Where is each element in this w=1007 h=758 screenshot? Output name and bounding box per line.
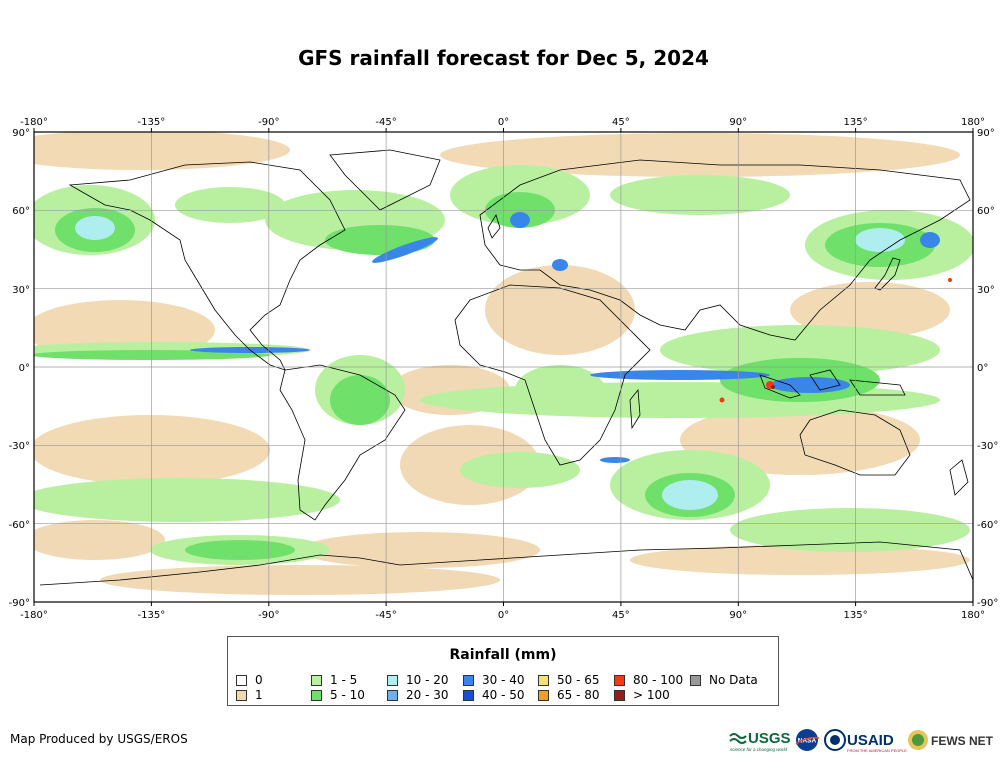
- legend-label: > 100: [633, 688, 670, 702]
- lat-label-right: 60°: [977, 206, 995, 217]
- legend-label: 50 - 65: [557, 673, 600, 687]
- legend-item: 10 - 20: [387, 673, 449, 687]
- legend-item: 1 - 5: [311, 673, 357, 687]
- legend-label: 20 - 30: [406, 688, 449, 702]
- legend-swatch: [463, 689, 474, 701]
- legend-swatch: [463, 674, 474, 686]
- lat-label-left: -90°: [9, 598, 30, 609]
- legend-label: 10 - 20: [406, 673, 449, 687]
- legend-item: 1: [236, 688, 263, 702]
- lat-label-left: 90°: [12, 128, 30, 139]
- lon-label-top: 135°: [844, 117, 868, 128]
- lat-label-right: 30°: [977, 285, 995, 296]
- lat-label-right: 0°: [977, 363, 988, 374]
- legend-item: 80 - 100: [614, 673, 683, 687]
- lon-label-bottom: -180°: [20, 610, 48, 621]
- lat-label-right: 90°: [977, 128, 995, 139]
- legend-swatch: [311, 689, 322, 701]
- lon-label-bottom: 180°: [961, 610, 985, 621]
- lat-label-right: -30°: [977, 441, 998, 452]
- legend-item: 30 - 40: [463, 673, 525, 687]
- rainfall-field: [34, 132, 973, 602]
- svg-text:FEWS NET: FEWS NET: [931, 734, 994, 748]
- legend: Rainfall (mm) 0 1 1 - 5 5 - 10 10 - 20 2…: [227, 636, 779, 706]
- lon-label-top: 90°: [729, 117, 747, 128]
- legend-swatch: [387, 674, 398, 686]
- lon-label-bottom: 135°: [844, 610, 868, 621]
- legend-swatch: [311, 674, 322, 686]
- legend-swatch: [538, 689, 549, 701]
- legend-item: 50 - 65: [538, 673, 600, 687]
- legend-swatch: [614, 689, 625, 701]
- legend-label: 80 - 100: [633, 673, 684, 687]
- lon-label-top: 45°: [612, 117, 630, 128]
- usaid-logo: USAID FROM THE AMERICAN PEOPLE: [824, 729, 907, 753]
- legend-swatch: [614, 674, 625, 686]
- legend-swatch: [236, 689, 247, 701]
- lon-label-top: 0°: [498, 117, 509, 128]
- fews-net-logo: FEWS NET: [908, 730, 994, 750]
- legend-item: 20 - 30: [387, 688, 449, 702]
- legend-item: No Data: [690, 673, 758, 687]
- svg-text:NASA: NASA: [798, 738, 817, 745]
- lon-label-top: -90°: [258, 117, 279, 128]
- legend-item: > 100: [614, 688, 670, 702]
- lat-label-right: -90°: [977, 598, 998, 609]
- svg-text:science for a changing world: science for a changing world: [730, 747, 788, 752]
- lat-label-left: 60°: [12, 206, 30, 217]
- legend-swatch: [236, 674, 247, 686]
- lat-label-right: -60°: [977, 520, 998, 531]
- lat-label-left: -60°: [9, 520, 30, 531]
- nasa-logo: NASA: [795, 729, 820, 751]
- legend-label: 1: [255, 688, 263, 702]
- lat-label-left: 0°: [19, 363, 30, 374]
- legend-item: 40 - 50: [463, 688, 525, 702]
- map-title: GFS rainfall forecast for Dec 5, 2024: [298, 46, 709, 70]
- graticule: [34, 132, 973, 602]
- legend-item: 0: [236, 673, 263, 687]
- map-credit: Map Produced by USGS/EROS: [10, 732, 188, 746]
- legend-label: 30 - 40: [482, 673, 525, 687]
- lon-label-bottom: 90°: [729, 610, 747, 621]
- legend-label: 1 - 5: [330, 673, 358, 687]
- svg-text:USGS: USGS: [748, 730, 791, 747]
- lon-label-bottom: -45°: [375, 610, 396, 621]
- legend-label: 65 - 80: [557, 688, 600, 702]
- legend-swatch: [538, 674, 549, 686]
- lon-label-top: -45°: [375, 117, 396, 128]
- lon-label-bottom: -90°: [258, 610, 279, 621]
- lon-label-bottom: 45°: [612, 610, 630, 621]
- svg-text:FROM THE AMERICAN PEOPLE: FROM THE AMERICAN PEOPLE: [847, 748, 907, 753]
- forecast-map: -180° -135° -90° -45° 0° 45° 90° 135° 18…: [9, 117, 999, 621]
- svg-text:USAID: USAID: [847, 732, 894, 749]
- lon-label-bottom: -135°: [138, 610, 166, 621]
- legend-label: No Data: [709, 673, 758, 687]
- usgs-logo: USGS science for a changing world: [729, 730, 791, 752]
- map-area: -180° -135° -90° -45° 0° 45° 90° 135° 18…: [0, 110, 1007, 630]
- legend-item: 65 - 80: [538, 688, 600, 702]
- legend-swatch: [387, 689, 398, 701]
- lat-label-left: -30°: [9, 441, 30, 452]
- legend-item: 5 - 10: [311, 688, 365, 702]
- lon-label-top: -180°: [20, 117, 48, 128]
- partner-logos: USGS science for a changing world NASA U…: [728, 726, 1000, 754]
- lon-label-top: 180°: [961, 117, 985, 128]
- legend-title: Rainfall (mm): [449, 647, 557, 663]
- lat-label-left: 30°: [12, 285, 30, 296]
- legend-label: 0: [255, 673, 263, 687]
- lon-label-top: -135°: [138, 117, 166, 128]
- legend-label: 5 - 10: [330, 688, 365, 702]
- legend-label: 40 - 50: [482, 688, 525, 702]
- lon-label-bottom: 0°: [498, 610, 509, 621]
- legend-swatch: [690, 674, 701, 686]
